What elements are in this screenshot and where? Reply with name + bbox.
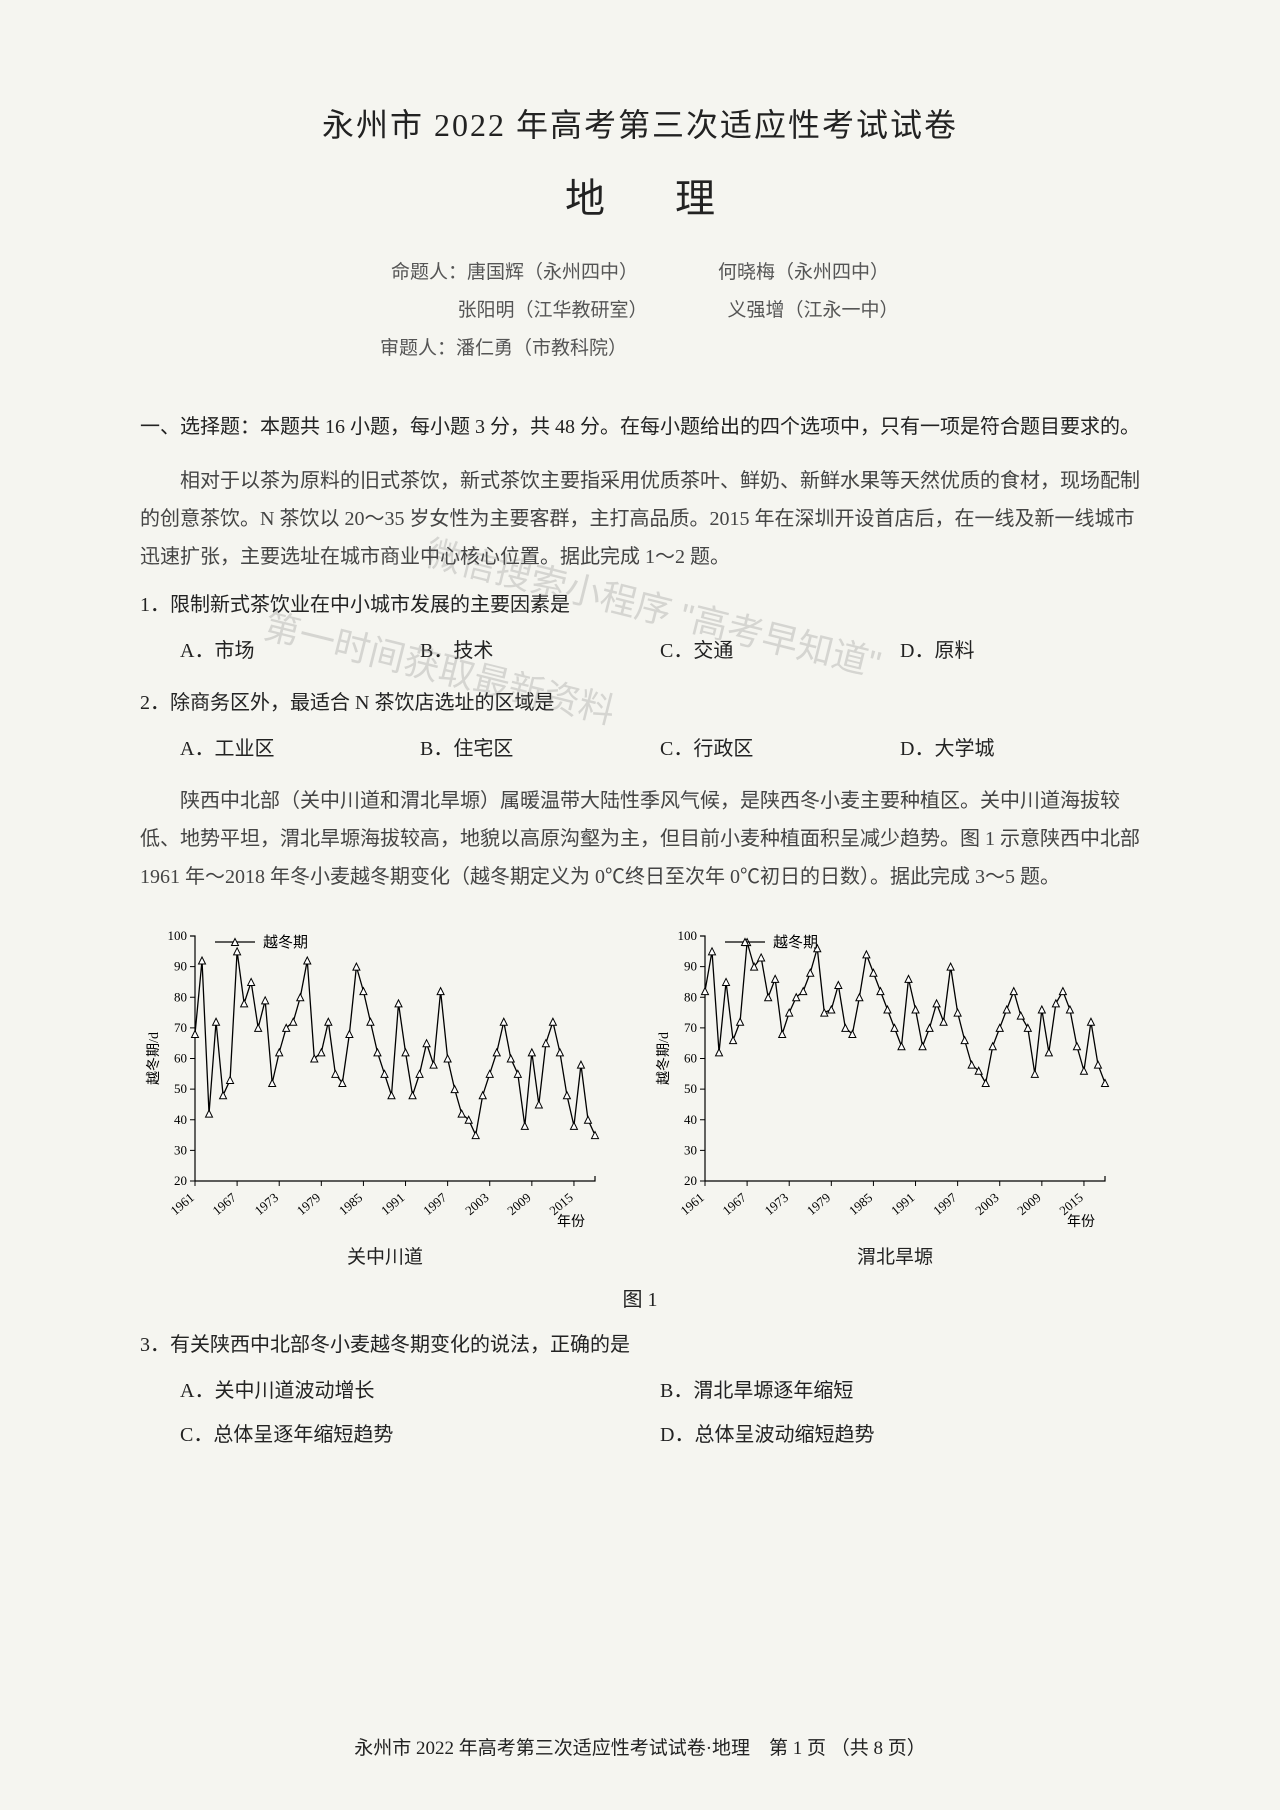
svg-text:1961: 1961 [677, 1190, 707, 1218]
q3-opt-a: A．关中川道波动增长 [180, 1372, 660, 1410]
reviewer: 审题人：潘仁勇（市教科院） [140, 330, 1140, 368]
svg-text:90: 90 [174, 959, 187, 974]
svg-text:2009: 2009 [1014, 1190, 1044, 1218]
q2-opt-b: B．住宅区 [420, 730, 660, 768]
svg-text:50: 50 [684, 1081, 697, 1096]
q2-opt-d: D．大学城 [900, 730, 1140, 768]
svg-text:年份: 年份 [557, 1214, 585, 1230]
svg-text:2015: 2015 [546, 1190, 576, 1218]
q1-stem: 1．限制新式茶饮业在中小城市发展的主要因素是 [140, 586, 1140, 624]
svg-text:30: 30 [684, 1142, 697, 1157]
svg-text:20: 20 [684, 1173, 697, 1188]
q3-opt-b: B．渭北旱塬逐年缩短 [660, 1372, 1140, 1410]
svg-text:1991: 1991 [378, 1190, 408, 1218]
author-block: 命题人：唐国辉（永州四中） 何晓梅（永州四中） 张阳明（江华教研室） 义强增（江… [140, 254, 1140, 368]
svg-text:越冬期: 越冬期 [263, 934, 308, 951]
svg-text:1991: 1991 [888, 1190, 918, 1218]
figure-label: 图 1 [140, 1283, 1140, 1312]
svg-text:1985: 1985 [846, 1190, 876, 1218]
page-title: 永州市 2022 年高考第三次适应性考试试卷 [140, 100, 1140, 146]
svg-text:100: 100 [678, 928, 698, 943]
passage-2: 陕西中北部（关中川道和渭北旱塬）属暖温带大陆性季风气候，是陕西冬小麦主要种植区。… [140, 782, 1140, 896]
author-4: 义强增（江永一中） [728, 292, 899, 330]
chart-left-caption: 关中川道 [140, 1242, 630, 1269]
svg-text:30: 30 [174, 1142, 187, 1157]
svg-text:1997: 1997 [930, 1189, 960, 1218]
subject-title: 地 理 [140, 166, 1140, 224]
svg-text:60: 60 [174, 1051, 187, 1066]
svg-text:越冬期/d: 越冬期/d [656, 1032, 672, 1085]
svg-text:40: 40 [684, 1112, 697, 1127]
svg-text:50: 50 [174, 1081, 187, 1096]
svg-text:60: 60 [684, 1051, 697, 1066]
q2-options: A．工业区 B．住宅区 C．行政区 D．大学城 [140, 730, 1140, 768]
author-3: 张阳明（江华教研室） [381, 292, 647, 330]
section-heading: 一、选择题：本题共 16 小题，每小题 3 分，共 48 分。在每小题给出的四个… [140, 408, 1140, 446]
q2-stem: 2．除商务区外，最适合 N 茶饮店选址的区域是 [140, 684, 1140, 722]
svg-text:40: 40 [174, 1112, 187, 1127]
svg-text:1979: 1979 [804, 1190, 834, 1218]
svg-text:1961: 1961 [167, 1190, 197, 1218]
svg-text:1967: 1967 [209, 1189, 239, 1218]
q3-opt-d: D．总体呈波动缩短趋势 [660, 1416, 1140, 1454]
q1-opt-d: D．原料 [900, 632, 1140, 670]
q2-opt-c: C．行政区 [660, 730, 900, 768]
svg-text:1967: 1967 [719, 1189, 749, 1218]
figure-1-charts: 20 30 40 50 60 70 80 90 100 1961 1967 1973 1979 1985 1… [140, 916, 1140, 1269]
q1-options: A．市场 B．技术 C．交通 D．原料 [140, 632, 1140, 670]
svg-text:70: 70 [684, 1020, 697, 1035]
svg-text:1985: 1985 [336, 1190, 366, 1218]
svg-text:100: 100 [168, 928, 188, 943]
q2-opt-a: A．工业区 [180, 730, 420, 768]
author-2: 何晓梅（永州四中） [718, 254, 889, 292]
svg-text:越冬期/d: 越冬期/d [146, 1032, 162, 1085]
q1-opt-b: B．技术 [420, 632, 660, 670]
chart-guanzhong: 20 30 40 50 60 70 80 90 100 1961 1967 1973 1979 1985 1… [140, 916, 610, 1236]
svg-text:1973: 1973 [252, 1190, 282, 1218]
author-1: 命题人：唐国辉（永州四中） [391, 254, 638, 292]
svg-text:1979: 1979 [294, 1190, 324, 1218]
svg-text:越冬期: 越冬期 [773, 934, 818, 951]
svg-text:80: 80 [174, 989, 187, 1004]
page-footer: 永州市 2022 年高考第三次适应性考试试卷·地理 第 1 页 （共 8 页） [0, 1733, 1280, 1760]
chart-right-caption: 渭北旱塬 [650, 1242, 1140, 1269]
svg-text:1997: 1997 [420, 1189, 450, 1218]
svg-text:20: 20 [174, 1173, 187, 1188]
svg-text:2015: 2015 [1056, 1190, 1086, 1218]
chart-weibei: 20 30 40 50 60 70 80 90 100 1961 1967 1973 1979 1985 1… [650, 916, 1120, 1236]
q1-opt-c: C．交通 [660, 632, 900, 670]
q1-opt-a: A．市场 [180, 632, 420, 670]
q3-stem: 3．有关陕西中北部冬小麦越冬期变化的说法，正确的是 [140, 1326, 1140, 1364]
svg-text:年份: 年份 [1067, 1214, 1095, 1230]
svg-text:2003: 2003 [462, 1190, 492, 1218]
svg-text:2009: 2009 [504, 1190, 534, 1218]
q3-options: A．关中川道波动增长 B．渭北旱塬逐年缩短 C．总体呈逐年缩短趋势 D．总体呈波… [140, 1372, 1140, 1454]
svg-text:90: 90 [684, 959, 697, 974]
passage-1: 相对于以茶为原料的旧式茶饮，新式茶饮主要指采用优质茶叶、鲜奶、新鲜水果等天然优质… [140, 462, 1140, 576]
svg-text:80: 80 [684, 989, 697, 1004]
svg-text:1973: 1973 [762, 1190, 792, 1218]
svg-text:70: 70 [174, 1020, 187, 1035]
svg-text:2003: 2003 [972, 1190, 1002, 1218]
q3-opt-c: C．总体呈逐年缩短趋势 [180, 1416, 660, 1454]
